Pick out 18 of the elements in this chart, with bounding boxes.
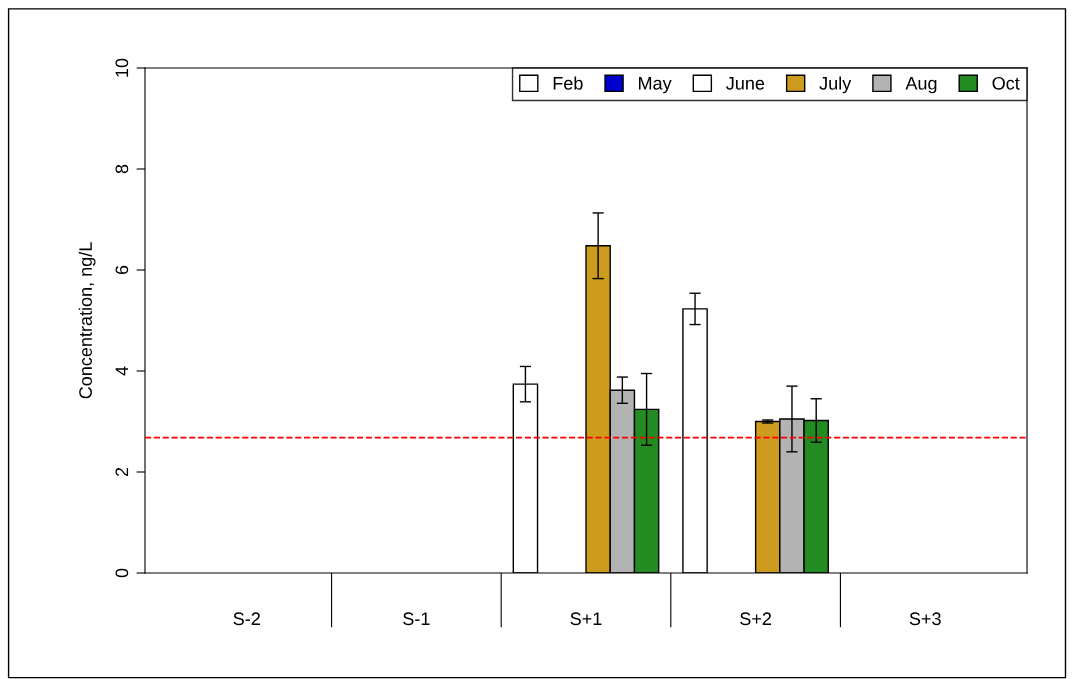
y-tick-label: 8 (115, 164, 129, 174)
y-tick-label: 6 (115, 265, 129, 275)
y-tick-label: 0 (115, 568, 129, 578)
x-tick-label: S+1 (570, 612, 602, 626)
x-tick-label: S+2 (740, 612, 772, 626)
x-tick-label: S-1 (403, 612, 430, 626)
y-tick-label: 4 (115, 366, 129, 376)
legend-label: Oct (992, 76, 1020, 90)
legend-label: June (726, 77, 765, 90)
x-tick-label: S+3 (909, 612, 941, 626)
legend-label: July (819, 76, 852, 94)
y-axis-title: Concentration, ng/L (78, 242, 96, 399)
legend-label: May (639, 77, 672, 94)
legend-label: Feb (553, 76, 583, 90)
y-tick-label: 10 (115, 58, 129, 77)
y-tick-label: 2 (115, 467, 129, 477)
legend-label: Aug (905, 77, 937, 94)
x-tick-label: S-2 (233, 612, 260, 626)
